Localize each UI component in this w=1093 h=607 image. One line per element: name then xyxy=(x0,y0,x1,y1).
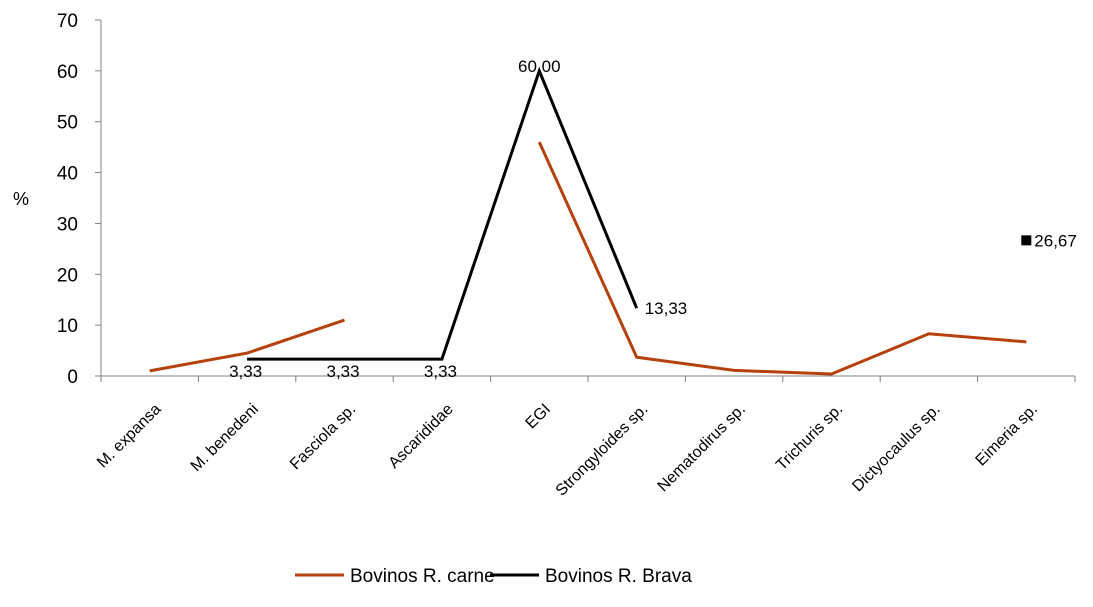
x-category-label: Strongyloides sp. xyxy=(553,401,652,500)
y-tick-label: 50 xyxy=(57,113,78,134)
series-line xyxy=(149,318,345,373)
y-tick-label: 40 xyxy=(57,164,78,185)
series-line xyxy=(537,141,1027,376)
y-tick-label: 20 xyxy=(57,265,78,286)
x-category-label: M. benedeni xyxy=(188,401,262,475)
x-category-label: EGI xyxy=(523,401,555,433)
x-category-label: Trichuris sp. xyxy=(773,401,846,474)
legend-entry-label: Bovinos R. carne xyxy=(350,566,495,587)
x-category-label: M. expansa xyxy=(94,401,165,472)
data-label: 3,33 xyxy=(229,362,262,381)
legend-entry-label: Bovinos R. Brava xyxy=(545,566,692,587)
x-category-label: Ascarididae xyxy=(386,401,457,472)
x-category-label: Fasciola sp. xyxy=(287,401,359,473)
y-tick-label: 60 xyxy=(57,62,78,83)
series-point-marker xyxy=(1021,235,1032,246)
data-label: 13,33 xyxy=(645,299,688,318)
chart-series xyxy=(149,66,1032,376)
x-category-label: Eimeria sp. xyxy=(973,401,1042,470)
y-tick-label: 30 xyxy=(57,214,78,235)
series-line xyxy=(247,66,639,361)
chart-legend: Bovinos R. carne Bovinos R. Brava xyxy=(295,566,692,587)
y-tick-label: 0 xyxy=(67,367,78,388)
x-category-label: Nematodirus sp. xyxy=(655,401,749,495)
data-label: 26,67 xyxy=(1034,231,1077,250)
data-label: 60,00 xyxy=(518,57,561,76)
y-tick-label: 70 xyxy=(57,11,78,32)
y-tick-label: 10 xyxy=(57,316,78,337)
x-category-label: Dictyocaulus sp. xyxy=(849,401,943,495)
data-label: 3,33 xyxy=(424,362,457,381)
chart-data-labels: 3,33 3,33 3,33 60,00 13,33 26,67 xyxy=(229,57,1077,381)
y-axis-title: % xyxy=(13,189,29,209)
data-label: 3,33 xyxy=(327,362,360,381)
